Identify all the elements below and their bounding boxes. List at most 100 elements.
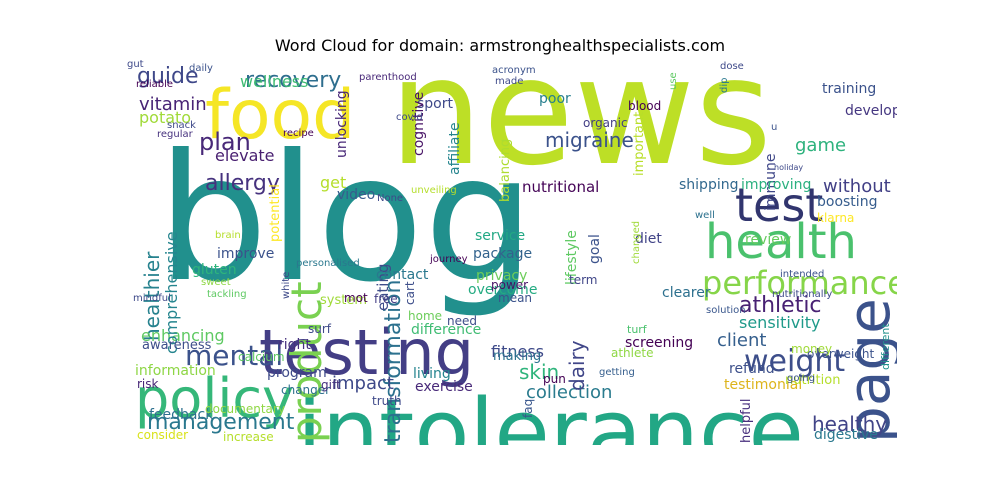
word-use: use: [668, 72, 679, 90]
word-video: video: [337, 187, 376, 203]
word-health: health: [705, 214, 857, 270]
word-made: made: [495, 76, 524, 87]
word-elevate: elevate: [215, 146, 275, 165]
word-feedback: feedback: [149, 407, 214, 423]
word-sensitivity: sensitivity: [739, 313, 821, 332]
word-service: service: [475, 228, 526, 244]
word-contact: contact: [376, 267, 429, 283]
word-money: money: [791, 342, 833, 356]
word-program: program: [267, 365, 327, 381]
word-difference: difference: [411, 322, 482, 338]
word-affiliate: affiliate: [447, 122, 463, 175]
word-recovery: recovery: [245, 68, 342, 93]
word-unveiling: unveiling: [411, 185, 457, 196]
word-gift: gift: [321, 378, 341, 392]
word-digestive: digestive: [814, 427, 878, 443]
word-reliable: reliable: [136, 79, 174, 90]
word-system: system: [320, 293, 367, 308]
word-testimonial: testimonial: [724, 377, 803, 393]
word-surf: surf: [308, 322, 332, 336]
word-tackling: tackling: [207, 289, 247, 300]
word-training: training: [822, 81, 877, 97]
word-turf: turf: [627, 323, 647, 336]
word-refund: refund: [729, 361, 775, 377]
word-test: test: [735, 178, 824, 232]
word-risk: risk: [137, 377, 159, 391]
word-nutritional: nutritional: [522, 178, 600, 196]
word-developing: developing: [845, 103, 897, 119]
word-organic: organic: [583, 116, 628, 130]
word-regular: regular: [157, 129, 193, 140]
word-overcome: overcome: [468, 282, 538, 298]
word-making: making: [493, 349, 542, 364]
word-without: without: [823, 176, 891, 197]
word-mental: mental: [185, 339, 284, 372]
word-pun: pun: [543, 372, 566, 386]
word-healthy: healthy: [812, 412, 888, 436]
word-get: get: [320, 173, 347, 192]
word-dip: dip: [719, 77, 730, 93]
word-white: white: [281, 271, 292, 299]
word-allergy: allergy: [205, 171, 280, 196]
word-policy: policy: [135, 367, 294, 430]
word-dairy: dairy: [565, 340, 589, 391]
word-clearer: clearer: [662, 285, 711, 301]
word-nutritionally: nutritionally: [772, 289, 833, 300]
word-acronym: acronym: [492, 65, 536, 76]
word-calcium: calcium: [238, 350, 285, 364]
word-mindful: mindful: [133, 293, 171, 304]
word-plan: plan: [199, 128, 251, 156]
word-u: u: [771, 122, 778, 133]
word-collection: collection: [526, 382, 613, 403]
word-screening: screening: [625, 335, 694, 351]
word-privacy: privacy: [476, 268, 528, 284]
word-journey: journey: [430, 254, 468, 265]
word-balancing: balancing: [498, 138, 513, 202]
word-different: different: [879, 323, 892, 370]
word-living: living: [413, 366, 451, 382]
word-parenthood: parenthood: [359, 72, 417, 83]
word-free: free: [374, 292, 398, 306]
word-gluten: gluten: [192, 262, 237, 278]
word-holiday: holiday: [774, 163, 804, 172]
word-helpful: helpful: [739, 398, 754, 443]
word-need: need: [447, 314, 477, 328]
word-migraine: migraine: [545, 128, 634, 152]
word-truth: truth: [372, 394, 402, 408]
word-gut: gut: [127, 60, 144, 70]
word-brain: brain: [215, 230, 241, 241]
word-cart: cart: [403, 281, 417, 305]
word-awareness: awareness: [142, 338, 212, 353]
word-news: news: [389, 60, 773, 198]
word-blood: blood: [628, 99, 662, 113]
word-power: power: [491, 278, 529, 292]
word-term: term: [569, 273, 598, 287]
word-important: important: [632, 111, 647, 176]
word-information: information: [135, 363, 216, 379]
word-potential: potential: [268, 184, 283, 242]
word-exercise: exercise: [415, 379, 473, 395]
word-potato: potato: [139, 108, 192, 127]
word-mot: mot: [344, 291, 368, 305]
word-athlete: athlete: [611, 346, 654, 360]
word-nutrition: nutrition: [785, 373, 841, 388]
word-vitamin: vitamin: [139, 94, 207, 115]
word-changed: changed: [631, 220, 642, 264]
word-skin: skin: [519, 360, 560, 384]
word-weight: weight: [744, 344, 846, 379]
word-fitness: fitness: [491, 342, 545, 361]
word-personalised: personalised: [296, 258, 360, 269]
word-blog: blog: [157, 118, 535, 321]
word-changer: changer: [281, 383, 331, 397]
word-covid: covid: [396, 112, 423, 123]
word-snack: snack: [167, 120, 196, 131]
word-package: package: [473, 246, 533, 262]
word-improve: improve: [217, 246, 275, 262]
word-diet: diet: [635, 231, 662, 247]
word-improving: improving: [741, 177, 812, 193]
word-poor: poor: [539, 91, 571, 107]
word-recipe: recipe: [283, 128, 314, 139]
word-shipping: shipping: [679, 177, 739, 193]
word-documentary: documentary: [205, 402, 285, 416]
word-getting: getting: [599, 367, 635, 378]
